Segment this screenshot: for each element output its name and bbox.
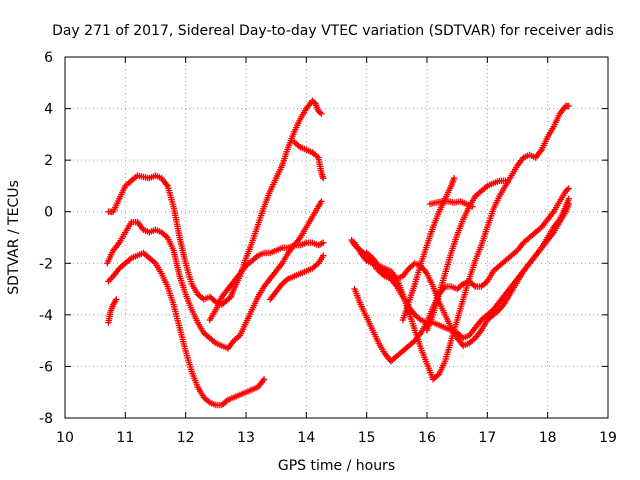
- data-point: [318, 198, 325, 205]
- x-tick-label: 17: [478, 430, 496, 446]
- data-point: [320, 239, 327, 246]
- y-tick-label: -4: [39, 308, 53, 324]
- y-tick-label: 6: [44, 50, 53, 66]
- x-tick-label: 14: [297, 430, 315, 446]
- series-track-6: [266, 252, 327, 303]
- x-tick-label: 11: [116, 430, 134, 446]
- x-tick-label: 13: [237, 430, 255, 446]
- data-point: [469, 203, 476, 210]
- y-tick-label: -2: [39, 256, 53, 272]
- series-track-1: [105, 172, 235, 308]
- x-tick-label: 10: [56, 430, 74, 446]
- y-axis-title: SDTVAR / TECUs: [6, 180, 22, 295]
- data-point: [113, 296, 120, 303]
- data-point: [565, 102, 572, 110]
- y-tick-label: 2: [44, 153, 53, 169]
- series-track-2: [227, 97, 325, 301]
- series-track-5: [206, 239, 327, 324]
- data-marks: [104, 97, 572, 409]
- y-tick-label: 0: [44, 205, 53, 221]
- data-point: [565, 195, 572, 203]
- x-tick-label: 19: [599, 430, 617, 446]
- series-track-12: [363, 195, 572, 342]
- y-tick-label: -8: [39, 411, 53, 427]
- series-track-15: [426, 198, 476, 210]
- series-track-3: [104, 198, 325, 352]
- chart-title: Day 271 of 2017, Sidereal Day-to-day VTE…: [52, 23, 614, 39]
- x-tick-label: 18: [539, 430, 557, 446]
- series-track-8: [105, 296, 120, 326]
- series-track-7: [291, 138, 327, 182]
- data-point: [320, 252, 327, 259]
- plot-frame: [64, 56, 609, 419]
- y-tick-label: -6: [39, 359, 53, 375]
- data-point: [318, 110, 325, 117]
- series-track-10: [351, 185, 572, 365]
- data-point: [450, 174, 458, 182]
- data-point: [502, 177, 509, 184]
- data-point: [260, 376, 268, 383]
- series-track-14: [423, 177, 509, 334]
- series-track-13: [399, 174, 458, 324]
- grid-layer: [65, 57, 608, 418]
- y-tick-label: 4: [44, 102, 53, 118]
- data-point: [565, 185, 572, 192]
- tick-layer: 10 11 12 13 14 15 16 17 18 19 -8 -6 -4 -2 0 2 4 6: [39, 50, 617, 446]
- data-point: [320, 174, 327, 182]
- x-axis-title: GPS time / hours: [278, 458, 395, 474]
- x-tick-label: 12: [177, 430, 195, 446]
- series-track-4: [105, 249, 268, 409]
- x-tick-label: 15: [358, 430, 376, 446]
- x-tick-label: 16: [418, 430, 436, 446]
